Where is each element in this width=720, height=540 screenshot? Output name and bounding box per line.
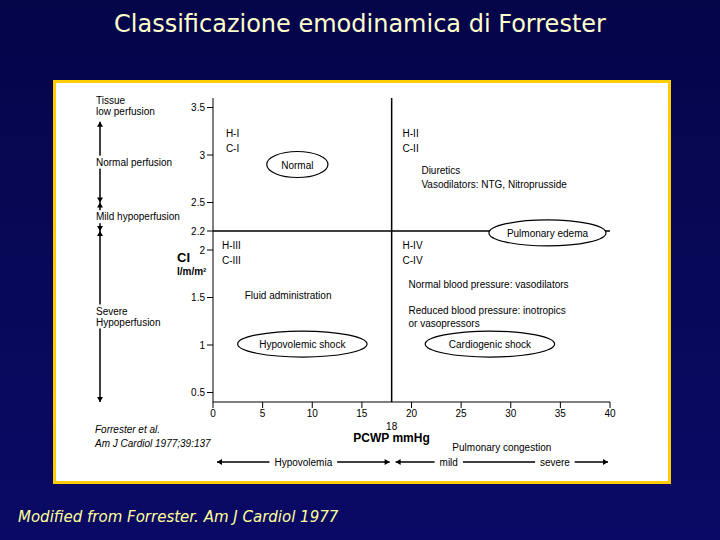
svg-text:Reduced blood pressure: inotro: Reduced blood pressure: inotropics (409, 305, 566, 316)
svg-text:3.5: 3.5 (191, 102, 205, 113)
svg-text:Severe: Severe (96, 306, 128, 317)
svg-text:Cardiogenic shock: Cardiogenic shock (449, 339, 532, 350)
svg-text:H-III: H-III (222, 240, 241, 251)
svg-text:Vasodilators: NTG, Nitroprussi: Vasodilators: NTG, Nitroprusside (421, 179, 567, 190)
svg-text:Normal blood pressure: vasodil: Normal blood pressure: vasodilators (409, 279, 569, 290)
svg-text:C-II: C-II (403, 143, 419, 154)
svg-text:30: 30 (505, 408, 517, 419)
svg-text:2: 2 (199, 245, 205, 256)
svg-text:Normal: Normal (281, 160, 313, 171)
svg-text:Pulmonary edema: Pulmonary edema (507, 228, 589, 239)
svg-text:PCWP mmHg: PCWP mmHg (353, 431, 429, 445)
html-text:Modified from Forrester. Am J: Modified from Forrester. Am J Cardiol 19… (18, 508, 339, 526)
svg-text:Hypoperfusion: Hypoperfusion (96, 317, 160, 328)
svg-text:5: 5 (260, 408, 266, 419)
svg-text:0: 0 (210, 408, 216, 419)
svg-text:Forrester et al.: Forrester et al. (95, 424, 160, 435)
svg-text:1.5: 1.5 (191, 292, 205, 303)
svg-text:Hypovolemia: Hypovolemia (274, 457, 332, 468)
svg-text:Mild hypoperfusion: Mild hypoperfusion (96, 211, 180, 222)
svg-text:C-I: C-I (226, 143, 239, 154)
svg-text:low perfusion: low perfusion (96, 106, 155, 117)
svg-text:or vasopressors: or vasopressors (409, 318, 480, 329)
svg-text:2.5: 2.5 (191, 197, 205, 208)
svg-text:25: 25 (456, 408, 468, 419)
svg-text:18: 18 (386, 421, 398, 432)
svg-text:0.5: 0.5 (191, 387, 205, 398)
svg-text:Normal perfusion: Normal perfusion (96, 157, 172, 168)
svg-text:40: 40 (604, 408, 616, 419)
svg-text:Am J Cardiol 1977;39:137: Am J Cardiol 1977;39:137 (94, 438, 211, 449)
svg-text:Hypovolemic shock: Hypovolemic shock (259, 339, 346, 350)
svg-text:C-IV: C-IV (403, 255, 423, 266)
svg-text:Diuretics: Diuretics (421, 165, 460, 176)
svg-text:H-I: H-I (226, 128, 239, 139)
svg-text:15: 15 (356, 408, 368, 419)
svg-text:1: 1 (199, 340, 205, 351)
html-text:Classificazione emodinamica di: Classificazione emodinamica di Forrester (114, 10, 606, 38)
svg-text:35: 35 (555, 408, 567, 419)
svg-text:severe: severe (540, 457, 570, 468)
svg-text:H-II: H-II (403, 128, 419, 139)
svg-text:2.2: 2.2 (191, 226, 205, 237)
svg-text:10: 10 (307, 408, 319, 419)
svg-text:CI: CI (177, 250, 190, 265)
svg-text:H-IV: H-IV (403, 240, 423, 251)
svg-text:Fluid administration: Fluid administration (245, 290, 332, 301)
svg-text:mild: mild (440, 457, 458, 468)
svg-text:Pulmonary congestion: Pulmonary congestion (452, 442, 551, 453)
svg-text:l/m/m²: l/m/m² (177, 266, 207, 277)
svg-text:20: 20 (406, 408, 418, 419)
svg-text:C-III: C-III (222, 255, 241, 266)
svg-text:3: 3 (199, 150, 205, 161)
svg-text:Tissue: Tissue (96, 95, 126, 106)
